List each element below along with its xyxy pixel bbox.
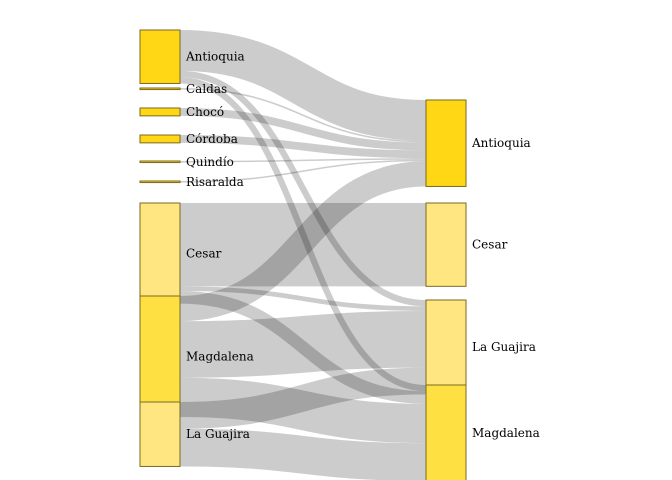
node-label-tgt-magdalena: Magdalena: [472, 426, 540, 440]
node-rect-src-antioquia: [139, 29, 181, 84]
link-quindio-to-antioquia: [179, 158, 427, 163]
node-rect-tgt-magdalena: [425, 384, 467, 480]
node-label-tgt-cesar: Cesar: [472, 238, 508, 252]
node-src-choco: Chocó: [139, 105, 224, 119]
node-label-src-magdalena: Magdalena: [186, 350, 254, 364]
node-label-src-quindio: Quindío: [186, 155, 234, 169]
node-src-cesar: Cesar: [139, 202, 222, 305]
node-label-src-caldas: Caldas: [186, 82, 227, 96]
link-laguajira-to-magdalena: [179, 428, 427, 480]
node-src-magdalena: Magdalena: [139, 295, 254, 418]
node-tgt-laguajira: La Guajira: [425, 299, 536, 395]
node-rect-src-magdalena: [139, 295, 181, 418]
link-risaralda-to-antioquia: [179, 159, 427, 183]
node-rect-tgt-laguajira: [425, 299, 467, 395]
node-rect-tgt-antioquia: [425, 99, 467, 187]
node-rect-src-cordoba: [139, 134, 181, 144]
node-rect-tgt-cesar: [425, 202, 467, 287]
node-label-src-antioquia: Antioquia: [185, 50, 245, 64]
node-tgt-cesar: Cesar: [425, 202, 508, 287]
link-magdalena-to-magdalena: [179, 377, 427, 444]
node-src-laguajira: La Guajira: [139, 401, 250, 467]
node-tgt-antioquia: Antioquia: [425, 99, 531, 187]
link-magdalena-to-antioquia: [179, 161, 427, 322]
node-rect-src-risaralda: [139, 180, 181, 184]
node-rect-src-choco: [139, 107, 181, 117]
node-label-tgt-antioquia: Antioquia: [471, 136, 531, 150]
node-label-tgt-laguajira: La Guajira: [472, 340, 536, 354]
node-label-src-cesar: Cesar: [186, 246, 222, 260]
link-antioquia-to-antioquia: [179, 30, 427, 141]
node-label-src-cordoba: Córdoba: [186, 132, 238, 146]
node-rect-src-laguajira: [139, 401, 181, 467]
node-rect-src-quindio: [139, 160, 181, 164]
node-label-src-laguajira: La Guajira: [186, 427, 250, 441]
node-src-cordoba: Córdoba: [139, 132, 238, 146]
link-laguajira-to-laguajira: [179, 367, 427, 429]
link-cordoba-to-antioquia: [179, 134, 427, 159]
node-src-quindio: Quindío: [139, 155, 234, 169]
link-caldas-to-antioquia: [179, 87, 427, 143]
link-choco-to-antioquia: [179, 107, 427, 151]
node-src-risaralda: Risaralda: [139, 175, 244, 189]
node-label-src-risaralda: Risaralda: [186, 175, 244, 189]
links-layer: [179, 30, 427, 480]
node-tgt-magdalena: Magdalena: [425, 384, 540, 480]
link-cesar-to-magdalena: [179, 291, 427, 404]
nodes-layer: Antioquia Caldas Chocó Córdoba Quindío Risara…: [139, 29, 540, 480]
link-antioquia-to-magdalena: [179, 77, 427, 392]
link-antioquia-to-laguajira: [179, 70, 427, 307]
link-magdalena-to-laguajira: [179, 311, 427, 378]
node-label-src-choco: Chocó: [186, 105, 224, 119]
node-rect-src-caldas: [139, 87, 181, 91]
link-cesar-to-laguajira: [179, 286, 427, 312]
node-rect-src-cesar: [139, 202, 181, 305]
node-src-antioquia: Antioquia: [139, 29, 245, 84]
node-src-caldas: Caldas: [139, 82, 227, 96]
